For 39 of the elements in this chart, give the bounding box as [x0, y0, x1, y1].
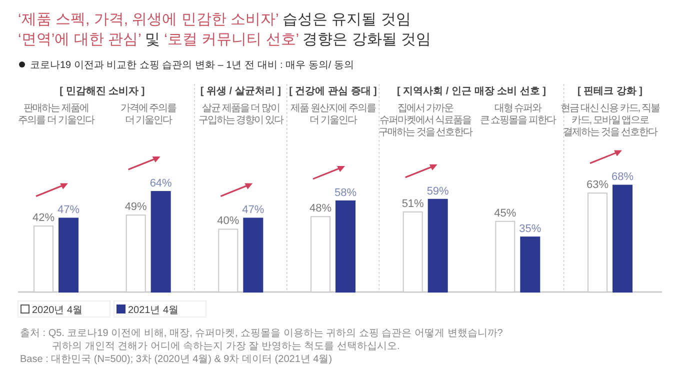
data-label: 68% [611, 171, 634, 184]
text: Base : 대한민국 (N=500); 3차 (2020년 4월) & 9차 데이터 (2021년 4월) [20, 354, 332, 365]
bar [428, 198, 448, 292]
x-tick-label: 현금 대신 신용 카드, 직불 카드, 모바일 앱으로 결제하는 것을 선호한다 [560, 103, 660, 138]
x-tick-label: 대형 슈퍼와 큰 쇼핑몰을 피한다 [480, 103, 556, 126]
data-label: 47% [242, 204, 264, 216]
x-tick-label: 판매하는 제품에 주의를 더 기울인다 [18, 103, 95, 126]
text: [ 지역사회 / 인근 매장 소비 선호 ] [397, 86, 546, 97]
chart-title: ‘제품 스펙, 가격, 위생에 민감한 소비자’ 습성은 유지될 것임 ‘면역’에 대한 관심’ 및 ‘로컬 커뮤니티 선호’ 경향은 강화될 것임 [18, 11, 432, 48]
data-label: 64% [150, 178, 172, 190]
data-label: 48% [309, 202, 332, 215]
text: [ 위생 / 살균처리 ] [200, 86, 281, 97]
data-label: 45% [494, 207, 516, 220]
chart-subtitle: 코로나19 이전과 비교한 쇼핑 습관의 변화 – 1년 전 대비 : 매우 동의/ 동의 [30, 60, 354, 71]
legend-label: 2021년 4월 [128, 305, 179, 316]
x-tick-label: 제품 원산지에 주의를 더 기울인다 [290, 103, 376, 126]
bar [243, 218, 264, 292]
data-label: 42% [32, 212, 55, 224]
data-label: 35% [519, 223, 542, 236]
bar [612, 184, 632, 292]
series-label: 2020년 4월 [32, 305, 83, 316]
source-note: 출처 : Q5. 코로나19 이전에 비해, 매장, 슈퍼마켓, 쇼핑몰을 이용하는 귀하의 쇼핑 습관은 어떻게 변했습니까? 귀하의 개인적 견해가 어디에 속하는지 가장 잘 반영하는 척도를 선택하십시오. [20, 328, 504, 352]
data-label: 58% [334, 186, 357, 199]
data-label: 59% [426, 185, 450, 198]
x-tick-label: 살균 제품을 더 많이 구입하는 경향이 있다 [198, 103, 284, 126]
bar [150, 191, 171, 292]
data-label: 49% [124, 201, 148, 214]
data-label: 40% [217, 215, 240, 228]
text: [ 건강에 관심 증대 ] [289, 86, 377, 97]
text: [ 핀테크 강화 ] [578, 86, 642, 97]
x-tick-label: 집에서 가까운 슈퍼마켓에서 식료품을 구매하는 것을 선호한다 [378, 103, 474, 138]
data-label: 63% [586, 179, 609, 192]
bar [336, 200, 356, 292]
x-tick-label: 가격에 주의를 더 기울인다 [120, 103, 178, 126]
bar [520, 236, 540, 292]
text: [ 민감해진 소비자 ] [60, 86, 145, 97]
bar [58, 218, 78, 292]
data-label: 47% [57, 204, 80, 216]
data-label: 51% [402, 198, 424, 210]
